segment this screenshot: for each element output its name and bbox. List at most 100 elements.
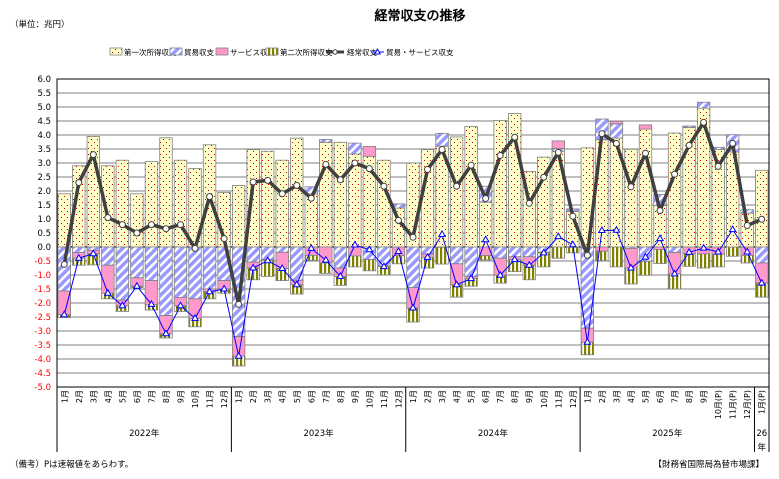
current-account-point bbox=[701, 119, 707, 125]
x-tick-label: 3月 bbox=[612, 390, 621, 403]
y-tick-label: -3.0 bbox=[34, 327, 51, 337]
current-account-point bbox=[454, 183, 460, 189]
bar-trade bbox=[174, 247, 187, 297]
current-account-point bbox=[236, 301, 242, 307]
legend-label: 貿易・サービス収支 bbox=[386, 47, 454, 57]
bar-trade bbox=[276, 247, 289, 252]
x-tick-label: 9月 bbox=[700, 390, 709, 403]
current-account-point bbox=[76, 180, 82, 186]
x-tick-label: 9月 bbox=[177, 390, 186, 403]
current-account-point bbox=[541, 174, 547, 180]
x-tick-label: 11月 bbox=[206, 390, 215, 408]
bar-trade bbox=[334, 247, 347, 268]
bar-primary-income bbox=[334, 142, 347, 247]
x-tick-label: 4月 bbox=[453, 390, 462, 403]
bar-trade bbox=[116, 247, 129, 300]
x-tick-label: 6月 bbox=[656, 390, 665, 403]
x-tick-label: 5月 bbox=[118, 390, 127, 403]
x-tick-label: 10月 bbox=[365, 390, 374, 408]
bar-secondary-income bbox=[596, 251, 609, 261]
x-tick-label: 1月 bbox=[235, 390, 244, 403]
source-label: 【財務省国際局為替市場課】 bbox=[653, 459, 764, 470]
current-account-point bbox=[337, 177, 343, 183]
current-account-point bbox=[90, 152, 96, 158]
current-account-point bbox=[323, 161, 329, 167]
x-tick-label: 12月 bbox=[569, 390, 578, 408]
bar-secondary-income bbox=[610, 247, 623, 267]
x-tick-label: 7月 bbox=[671, 390, 680, 403]
x-tick-label: 2月 bbox=[75, 390, 84, 403]
bar-primary-income bbox=[145, 162, 158, 247]
bar-primary-income bbox=[465, 126, 478, 247]
bar-trade bbox=[755, 247, 768, 263]
year-label: 2024年 bbox=[478, 428, 509, 439]
x-tick-label: 6月 bbox=[133, 390, 142, 403]
x-tick-label: 9月 bbox=[351, 390, 360, 403]
current-account-point bbox=[366, 166, 372, 172]
bar-trade bbox=[523, 247, 536, 257]
legend: 第一次所得収支貿易収支サービス収支第二次所得収支経常収支貿易・サービス収支 bbox=[110, 47, 454, 57]
bar-primary-income bbox=[261, 151, 274, 247]
current-account-point bbox=[672, 171, 678, 177]
x-tick-label: 7月 bbox=[322, 390, 331, 403]
bar-secondary-income bbox=[683, 254, 696, 267]
current-account-point bbox=[178, 222, 184, 228]
bar-secondary-income bbox=[479, 256, 492, 260]
bar-trade bbox=[610, 124, 623, 138]
y-tick-label: 3.0 bbox=[37, 159, 51, 169]
x-tick-label: 2月 bbox=[598, 390, 607, 403]
x-tick-label: 6月 bbox=[482, 390, 491, 403]
y-tick-label: 2.5 bbox=[37, 173, 51, 183]
current-account-point bbox=[192, 245, 198, 251]
current-account-point bbox=[134, 230, 140, 236]
x-tick-label: 12月 bbox=[220, 390, 229, 408]
y-tick-label: -0.5 bbox=[34, 257, 51, 267]
current-account-point bbox=[497, 152, 503, 158]
bar-trade bbox=[189, 247, 202, 299]
current-account-point bbox=[759, 216, 765, 222]
x-tick-label: 1月 bbox=[60, 390, 69, 403]
bar-primary-income bbox=[639, 129, 652, 247]
current-account-point bbox=[584, 252, 590, 258]
x-tick-label: 8月 bbox=[685, 390, 694, 403]
current-account-point bbox=[512, 134, 518, 140]
year-label: 26 bbox=[756, 429, 767, 439]
legend-marker-circle bbox=[333, 50, 337, 54]
bar-primary-income bbox=[276, 160, 289, 247]
bar-primary-income bbox=[378, 160, 391, 247]
x-tick-label: 12月(P) bbox=[743, 390, 752, 419]
current-account-point bbox=[657, 208, 663, 214]
year-label-suffix: 年 bbox=[757, 442, 766, 453]
bar-secondary-income bbox=[363, 260, 376, 271]
current-account-point bbox=[468, 162, 474, 168]
bar-secondary-income bbox=[552, 247, 565, 258]
current-account-point bbox=[555, 149, 561, 155]
legend-label: 貿易収支 bbox=[184, 47, 214, 57]
y-tick-label: -4.5 bbox=[34, 369, 51, 379]
current-account-point bbox=[148, 222, 154, 228]
current-account-point bbox=[308, 195, 314, 201]
y-tick-label: 5.0 bbox=[37, 103, 51, 113]
current-account-point bbox=[61, 261, 67, 267]
x-tick-label: 12月 bbox=[394, 390, 403, 408]
current-account-point bbox=[250, 179, 256, 185]
bar-trade bbox=[73, 247, 86, 253]
x-tick-label: 5月 bbox=[293, 390, 302, 403]
current-account-point bbox=[221, 236, 227, 242]
bar-services bbox=[610, 121, 623, 124]
bar-secondary-income bbox=[712, 254, 725, 267]
current-account-point bbox=[570, 213, 576, 219]
current-account-point bbox=[526, 200, 532, 206]
bar-primary-income bbox=[290, 138, 303, 247]
bar-primary-income bbox=[232, 185, 245, 247]
year-label: 2025年 bbox=[652, 428, 683, 439]
current-account-point bbox=[686, 142, 692, 148]
bar-trade bbox=[102, 247, 115, 265]
y-tick-label: 5.5 bbox=[37, 89, 51, 99]
y-tick-label: -2.0 bbox=[34, 299, 51, 309]
bar-primary-income bbox=[668, 133, 681, 247]
current-account-point bbox=[294, 182, 300, 188]
bar-primary-income bbox=[116, 160, 129, 247]
